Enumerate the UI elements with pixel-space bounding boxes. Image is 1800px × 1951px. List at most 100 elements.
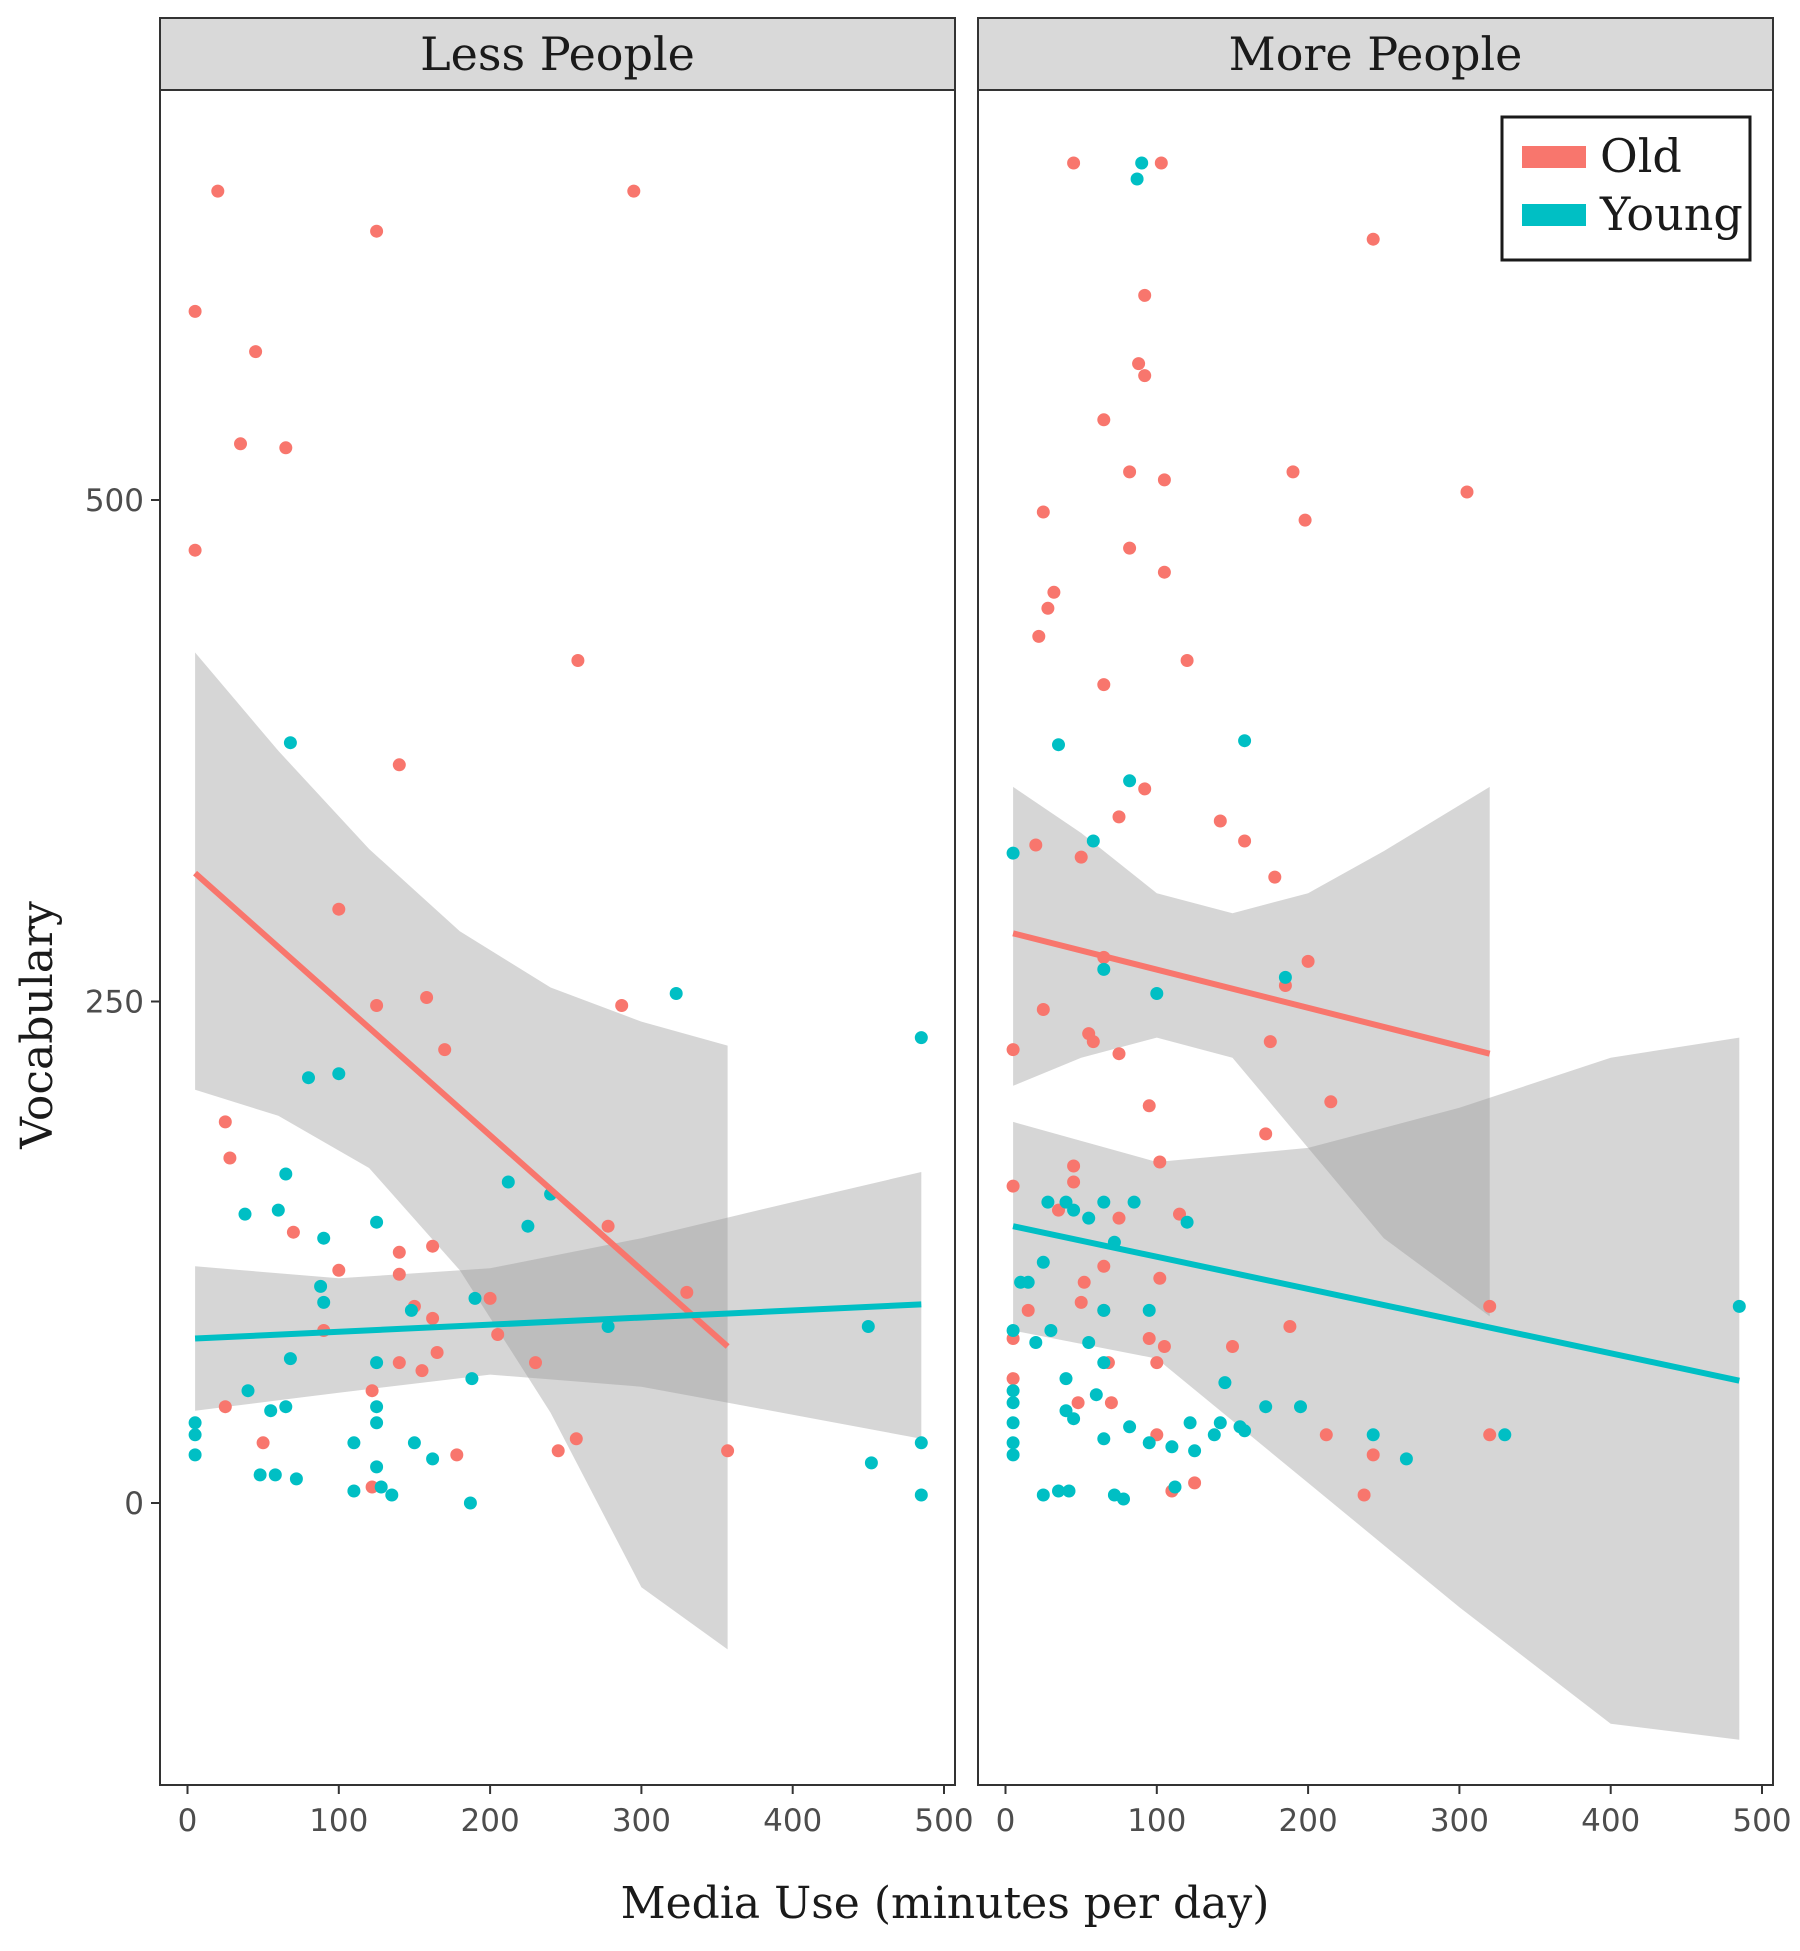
data-point-young (332, 1067, 346, 1081)
data-point-old (1157, 473, 1171, 487)
data-point-old (601, 1219, 615, 1233)
legend-label-young: Young (1599, 187, 1743, 241)
data-point-young (314, 1279, 328, 1293)
strip-header (159, 17, 956, 91)
data-point-young (1238, 734, 1252, 748)
data-point-old (1366, 1448, 1380, 1462)
data-point-old (1036, 1003, 1050, 1016)
data-point-old (680, 1285, 694, 1299)
data-point-young (271, 1203, 285, 1217)
data-point-old (1173, 1207, 1186, 1221)
data-point-young (370, 1400, 384, 1414)
data-point-young (317, 1295, 331, 1309)
data-point-young (253, 1468, 267, 1482)
data-point-old (234, 437, 247, 451)
data-point-old (420, 991, 434, 1004)
x-tick-label: 500 (1732, 1803, 1791, 1839)
data-point-young (1123, 774, 1137, 788)
data-point-old (1097, 413, 1111, 427)
y-tick-label: 500 (85, 483, 144, 519)
data-point-old (1259, 1127, 1273, 1141)
data-point-old (1298, 513, 1312, 527)
data-point-young (238, 1207, 252, 1221)
data-point-young (1059, 1372, 1073, 1386)
data-point-young (465, 1372, 479, 1386)
data-point-old (1097, 1259, 1111, 1273)
data-point-old (1226, 1340, 1239, 1353)
data-point-young (370, 1416, 384, 1430)
data-point-old (1074, 1295, 1088, 1309)
data-point-old (1301, 954, 1315, 968)
data-point-old (1112, 810, 1126, 824)
data-point-old (256, 1436, 270, 1450)
data-point-young (370, 1460, 384, 1474)
data-point-old (1138, 288, 1152, 302)
data-point-young (1213, 1416, 1227, 1430)
data-point-young (1135, 156, 1149, 170)
data-point-young (1021, 1275, 1035, 1289)
data-point-young (1366, 1428, 1380, 1442)
data-point-young (1029, 1336, 1043, 1349)
data-point-old (1268, 870, 1282, 884)
legend-swatch-old (1522, 146, 1586, 168)
data-point-young (1399, 1452, 1413, 1466)
data-point-old (1150, 1356, 1164, 1370)
data-point-young (1150, 987, 1164, 1000)
data-point-young (302, 1071, 315, 1085)
data-point-old (1006, 1372, 1020, 1386)
data-point-young (1117, 1492, 1130, 1506)
data-point-old (1153, 1271, 1167, 1285)
data-point-old (1157, 1340, 1171, 1353)
data-point-old (571, 654, 585, 667)
data-point-old (1006, 1179, 1020, 1193)
data-point-old (188, 304, 202, 318)
x-tick-label: 100 (309, 1803, 368, 1839)
data-point-young (1089, 1388, 1103, 1402)
data-point-old (1074, 850, 1088, 864)
data-point-young (1294, 1400, 1307, 1414)
data-point-old (365, 1384, 379, 1398)
data-point-old (1357, 1488, 1371, 1502)
data-point-young (521, 1219, 535, 1233)
data-point-old (1366, 232, 1380, 246)
y-axis-title: Vocabulary (12, 901, 63, 1150)
data-point-old (392, 1356, 406, 1370)
data-point-young (1207, 1428, 1221, 1442)
data-point-old (483, 1291, 497, 1305)
data-point-old (370, 224, 384, 238)
data-point-young (1006, 1396, 1020, 1410)
x-tick-label: 0 (996, 1803, 1016, 1839)
data-point-old (392, 1245, 406, 1259)
fit-line-young (1012, 1223, 1740, 1384)
data-point-old (218, 1115, 232, 1129)
fit-line-old (1012, 930, 1491, 1057)
data-point-young (468, 1291, 482, 1305)
confidence-band-young (195, 1172, 922, 1439)
panel-background (160, 90, 955, 1785)
data-point-young (1067, 1203, 1081, 1217)
x-tick-label: 200 (461, 1803, 520, 1839)
data-point-old (415, 1364, 429, 1378)
data-point-young (289, 1472, 303, 1486)
data-point-young (914, 1031, 928, 1045)
data-point-young (370, 1215, 384, 1229)
x-tick-label: 300 (612, 1803, 671, 1839)
data-point-young (279, 1400, 293, 1414)
data-point-old (1123, 465, 1137, 479)
data-point-young (1041, 1195, 1055, 1209)
data-point-young (1097, 1195, 1111, 1209)
x-tick-label: 0 (178, 1803, 198, 1839)
data-point-young (463, 1496, 477, 1510)
data-point-young (279, 1167, 293, 1181)
data-point-old (1180, 654, 1194, 667)
data-point-young (669, 987, 683, 1000)
data-point-young (1732, 1299, 1746, 1313)
data-point-old (438, 1043, 452, 1057)
data-point-young (241, 1384, 255, 1398)
data-point-young (283, 736, 297, 750)
data-point-young (1238, 1424, 1252, 1438)
data-point-old (1213, 814, 1227, 828)
data-point-young (1180, 1215, 1194, 1229)
